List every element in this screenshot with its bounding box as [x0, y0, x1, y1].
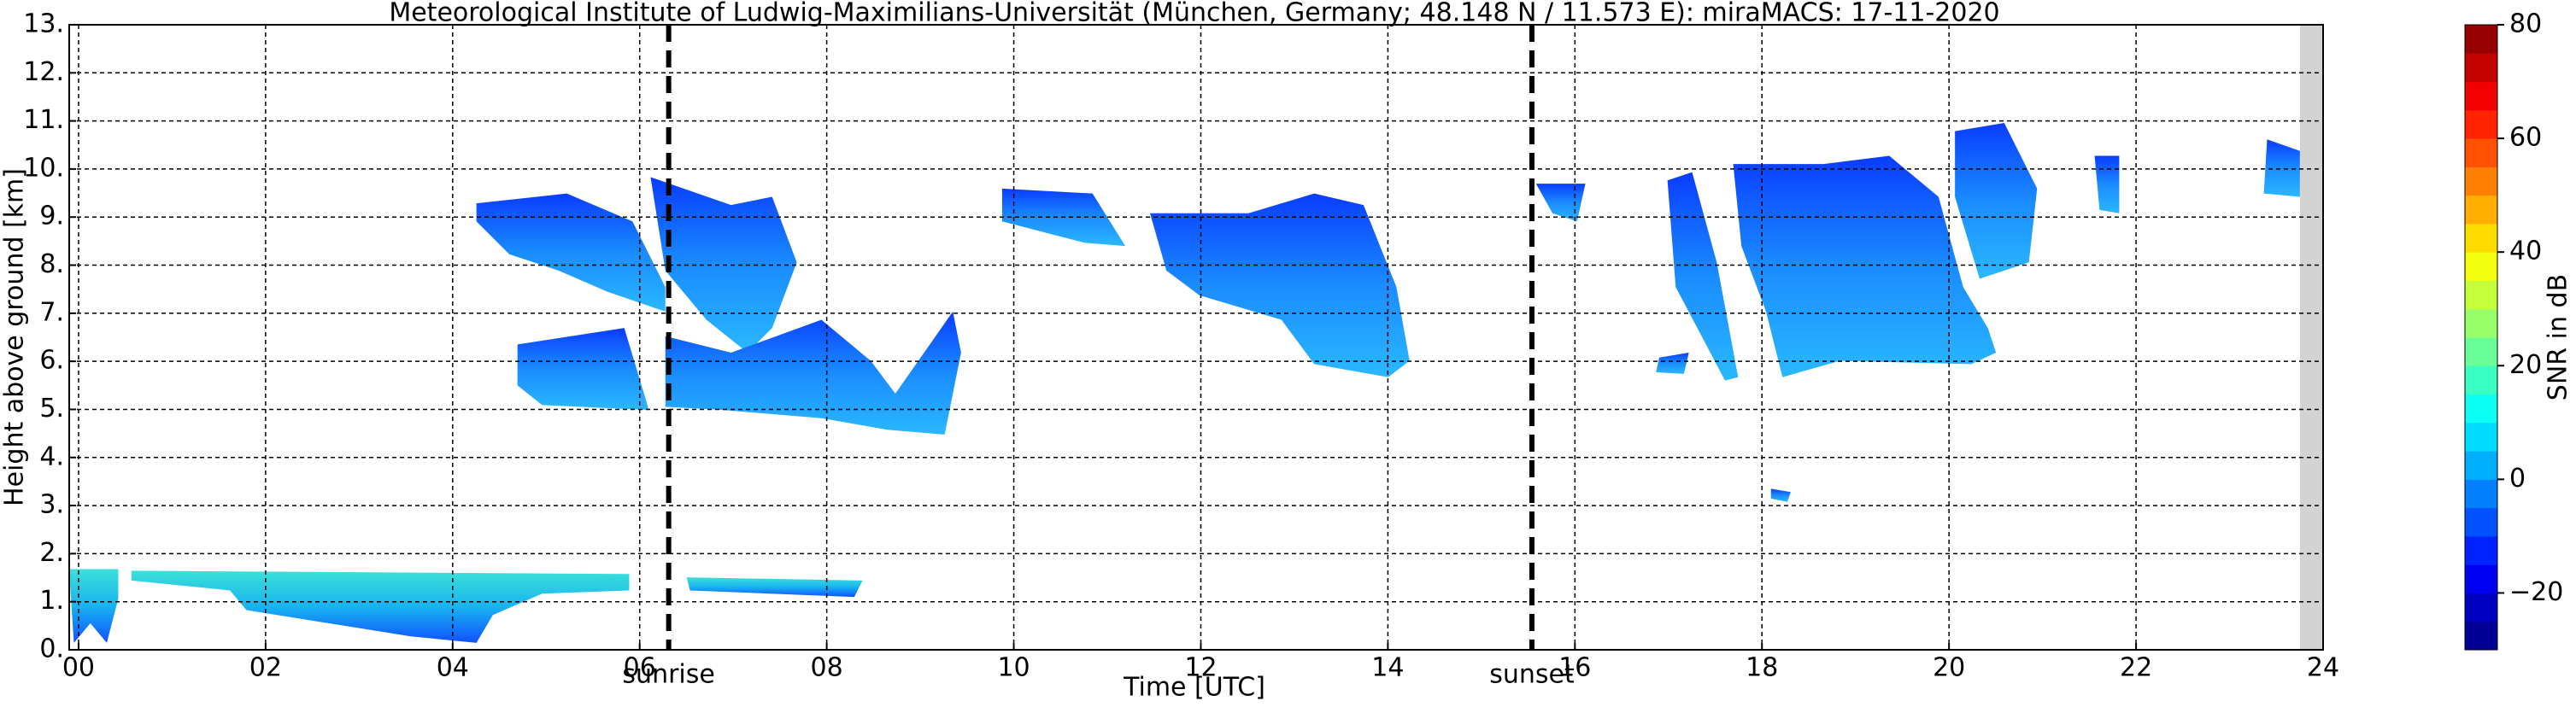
colorbar-label: SNR in dB — [2544, 274, 2573, 400]
event-label: sunset — [1489, 660, 1575, 690]
colorbar-band — [2465, 479, 2497, 509]
colorbar-tick-label: 60 — [2509, 123, 2542, 153]
x-tick-label: 10 — [997, 653, 1030, 683]
colorbar-band — [2465, 535, 2497, 565]
radar-echoes — [68, 24, 2323, 650]
colorbar-band — [2465, 109, 2497, 139]
colorbar-tick-label: −20 — [2509, 577, 2563, 607]
colorbar-tick-label: 0 — [2509, 464, 2526, 494]
x-tick-label: 02 — [249, 653, 282, 683]
y-tick-label: 8. — [39, 249, 64, 279]
colorbar-band — [2465, 53, 2497, 83]
colorbar-tick-label: 20 — [2509, 350, 2542, 380]
y-tick-label: 5. — [39, 394, 64, 424]
x-tick-label: 00 — [62, 653, 95, 683]
y-tick-label: 0. — [39, 634, 64, 664]
y-tick-label: 6. — [39, 346, 64, 376]
y-axis-label: Height above ground [km] — [0, 168, 30, 506]
x-tick-label: 18 — [1746, 653, 1778, 683]
event-label: sunrise — [622, 660, 714, 690]
colorbar-tick-label: 40 — [2509, 237, 2542, 266]
x-tick-label: 14 — [1371, 653, 1404, 683]
chart-title: Meteorological Institute of Ludwig-Maxim… — [389, 0, 1999, 28]
x-tick-label: 16 — [1558, 653, 1591, 683]
colorbar-band — [2465, 422, 2497, 452]
colorbar-band — [2465, 167, 2497, 196]
colorbar-band — [2465, 394, 2497, 424]
colorbar-tick-label: 80 — [2509, 9, 2542, 39]
x-axis-label: Time [UTC] — [1123, 673, 1265, 703]
colorbar-band — [2465, 195, 2497, 225]
colorbar-band — [2465, 223, 2497, 253]
x-tick-label: 24 — [2307, 653, 2339, 683]
colorbar-band — [2465, 564, 2497, 593]
colorbar-band — [2465, 25, 2497, 54]
colorbar-band — [2465, 138, 2497, 167]
plot-frame — [68, 24, 2324, 651]
colorbar-band — [2465, 365, 2497, 395]
y-tick-label: 7. — [39, 297, 64, 327]
x-tick-label: 22 — [2120, 653, 2152, 683]
colorbar-band — [2465, 280, 2497, 310]
y-tick-label: 3. — [39, 490, 64, 520]
colorbar-band — [2465, 621, 2497, 651]
colorbar-band — [2465, 252, 2497, 281]
colorbar-frame — [2464, 24, 2498, 651]
colorbar-band — [2465, 593, 2497, 622]
y-tick-label: 11. — [23, 105, 64, 135]
colorbar-band — [2465, 451, 2497, 480]
y-tick-label: 12. — [23, 57, 64, 87]
x-tick-label: 06 — [624, 653, 656, 683]
y-tick-label: 4. — [39, 441, 64, 471]
x-tick-label: 20 — [1933, 653, 1965, 683]
colorbar-band — [2465, 337, 2497, 366]
x-tick-label: 12 — [1184, 653, 1217, 683]
y-tick-label: 9. — [39, 202, 64, 231]
colorbar-band — [2465, 308, 2497, 338]
y-tick-label: 1. — [39, 586, 64, 616]
y-tick-label: 13. — [23, 9, 64, 39]
y-tick-label: 2. — [39, 538, 64, 568]
x-tick-label: 04 — [437, 653, 469, 683]
y-tick-label: 10. — [23, 153, 64, 183]
colorbar-band — [2465, 81, 2497, 111]
x-tick-label: 08 — [811, 653, 843, 683]
colorbar-band — [2465, 507, 2497, 537]
